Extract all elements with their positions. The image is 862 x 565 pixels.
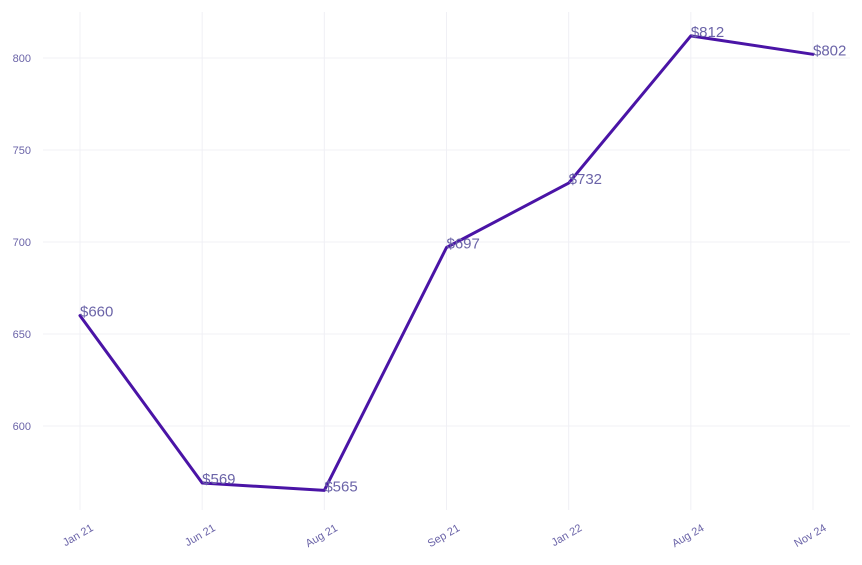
x-tick-label: Jan 22 <box>550 522 585 549</box>
data-label: $732 <box>569 171 602 188</box>
y-tick-label: 600 <box>13 421 31 433</box>
data-label: $569 <box>202 471 235 488</box>
x-axis-ticks: Jan 21 Jun 21 Aug 21 Sep 21 Jan 22 Aug 24 Nov … <box>61 522 829 550</box>
data-labels: $660 $569 $565 $697 $732 $812 $802 <box>80 24 846 495</box>
x-tick-label: Nov 24 <box>792 522 828 550</box>
x-tick-label: Jan 21 <box>61 522 96 549</box>
y-axis-ticks: 600 650 700 750 800 <box>13 53 31 433</box>
y-tick-label: 800 <box>13 53 31 65</box>
y-tick-label: 750 <box>13 145 31 157</box>
series-line <box>78 34 815 492</box>
data-label: $565 <box>324 478 357 495</box>
x-tick-label: Jun 21 <box>183 522 218 549</box>
x-tick-label: Aug 21 <box>304 522 340 550</box>
data-label: $812 <box>691 24 724 41</box>
x-tick-label: Sep 21 <box>426 522 462 550</box>
data-label: $697 <box>447 236 480 253</box>
y-tick-label: 700 <box>13 237 31 249</box>
data-label: $660 <box>80 304 113 321</box>
x-gridlines <box>79 12 814 510</box>
data-label: $802 <box>813 42 846 59</box>
x-tick-label: Aug 24 <box>670 522 706 550</box>
y-tick-label: 650 <box>13 329 31 341</box>
